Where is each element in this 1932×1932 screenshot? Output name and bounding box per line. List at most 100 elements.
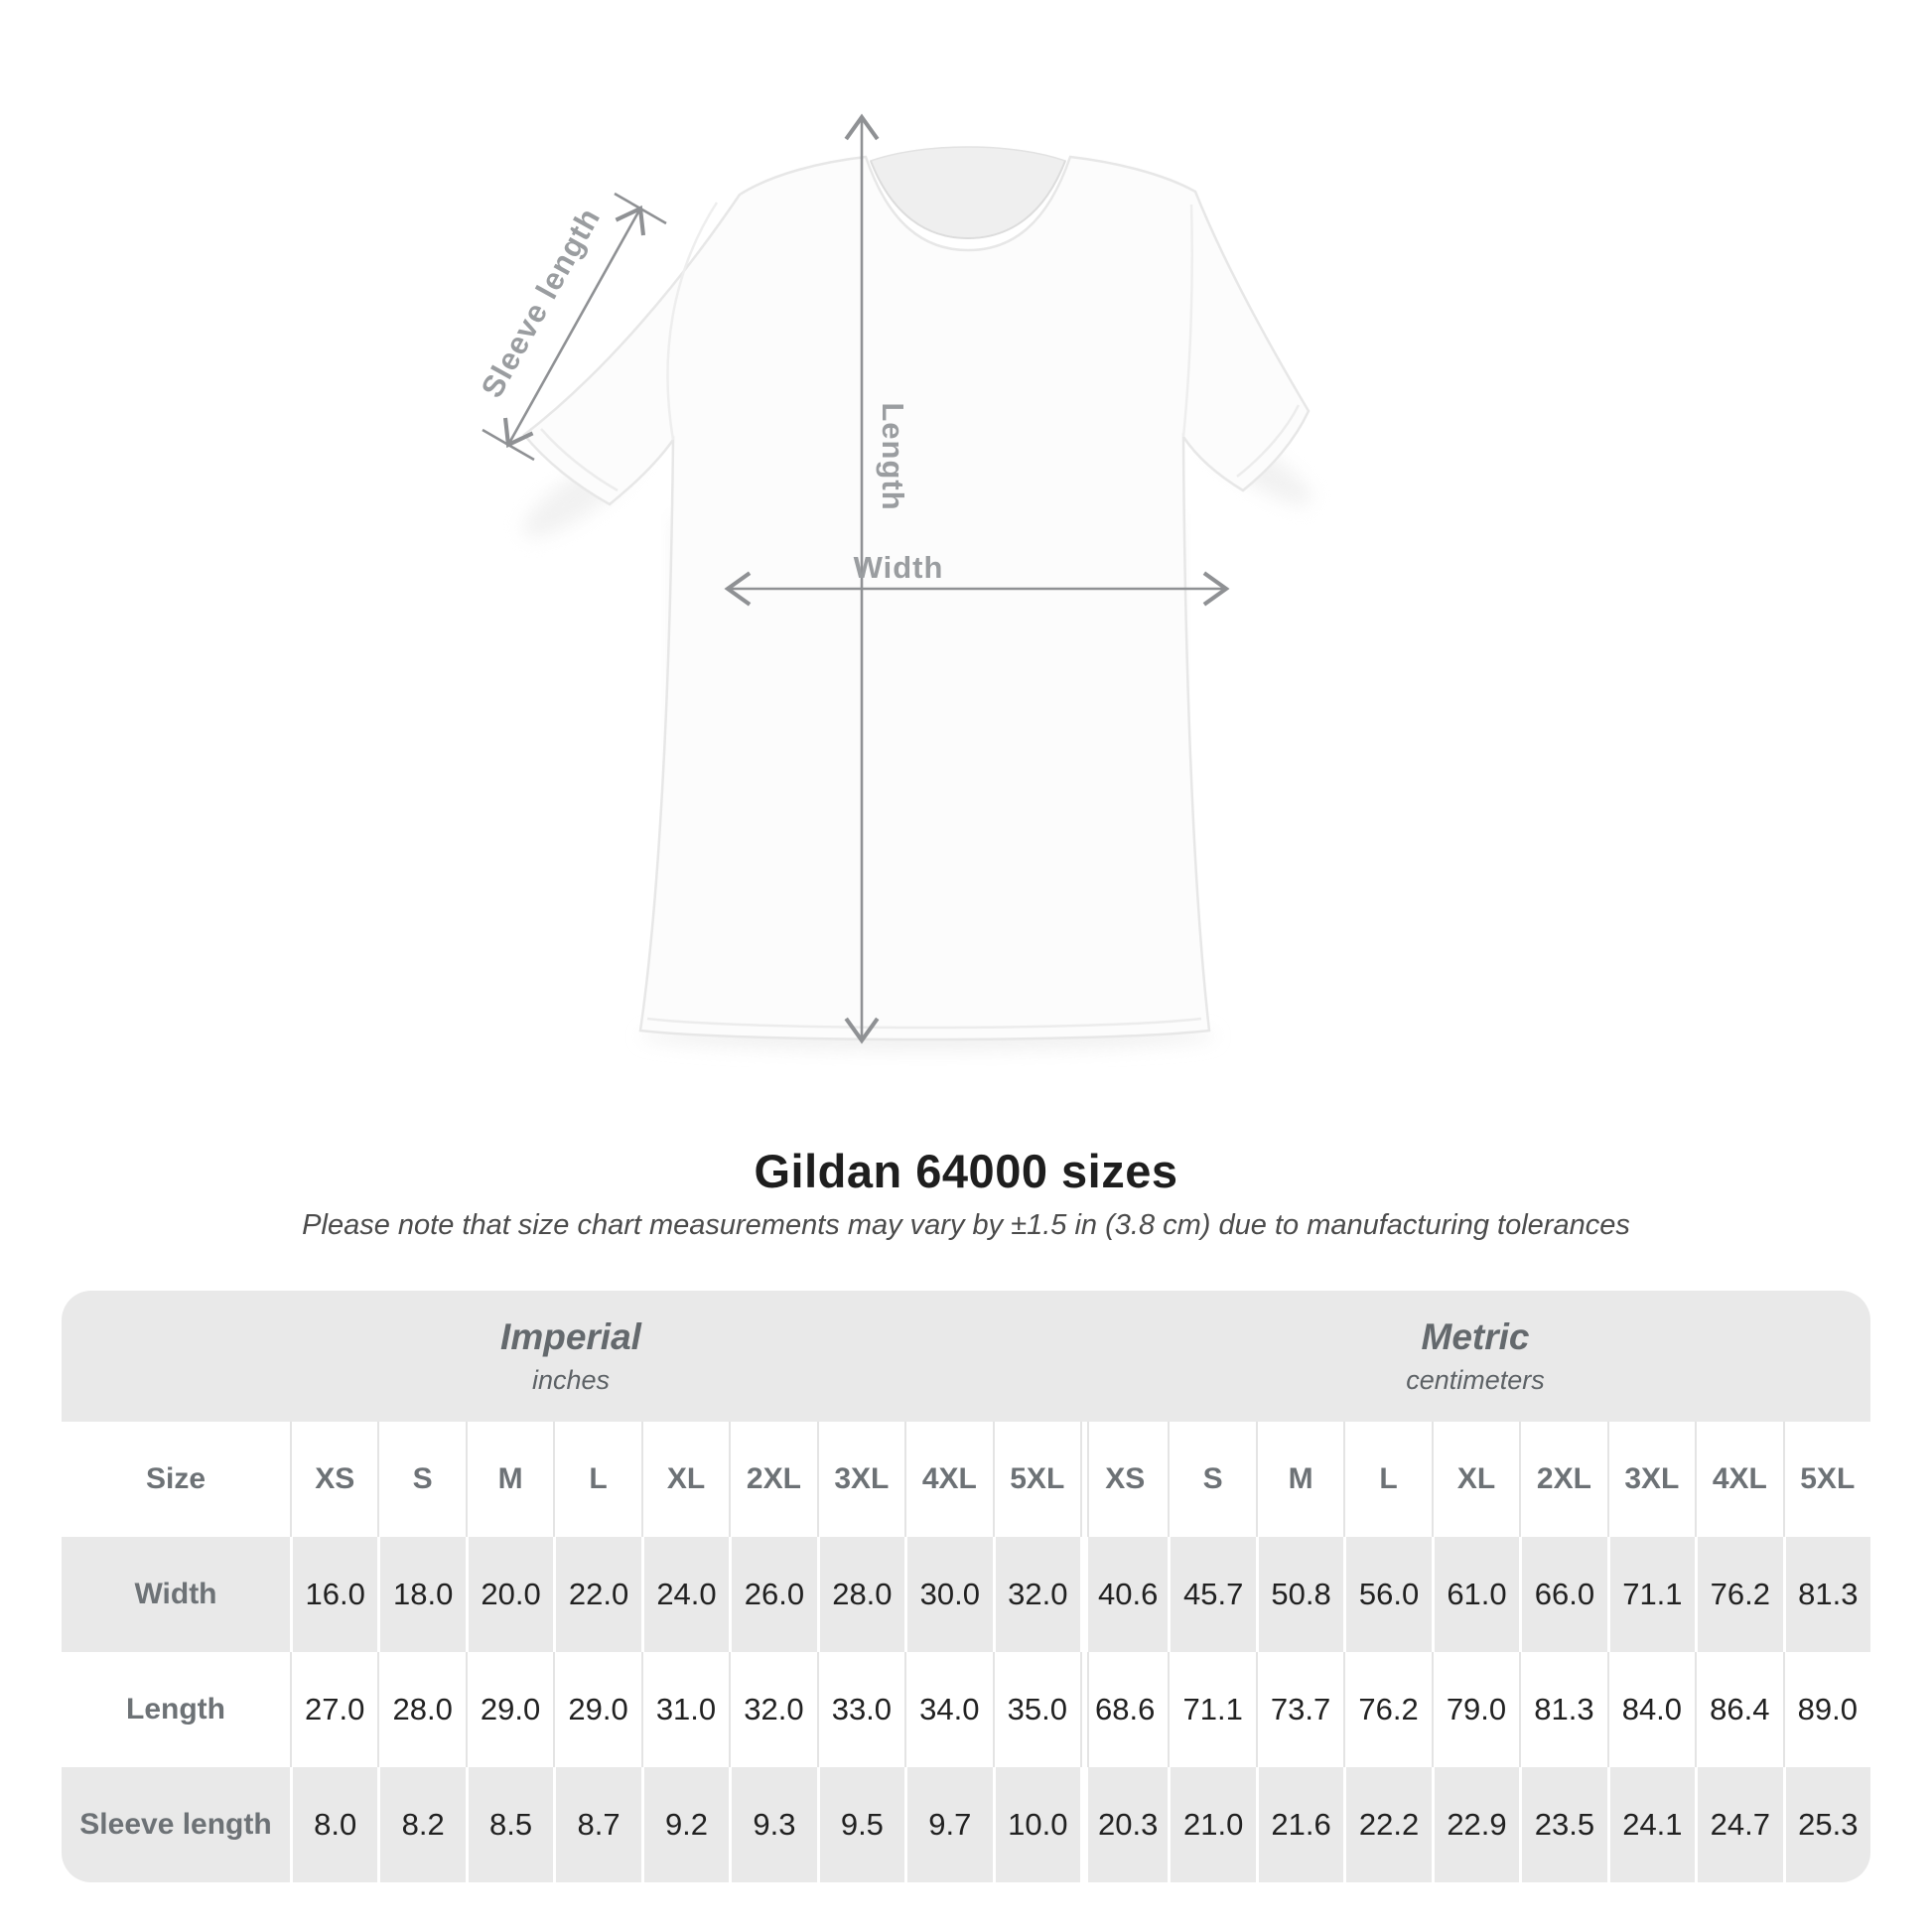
size-col-header: 2XL	[729, 1422, 816, 1537]
measurement-arrows	[482, 113, 1230, 1044]
unit-group-band: Imperial inches Metric centimeters	[62, 1291, 1870, 1422]
page-subtitle: Please note that size chart measurements…	[302, 1209, 1630, 1241]
size-col-header: S	[1168, 1422, 1255, 1537]
sleeve-length-arrow	[502, 205, 646, 449]
size-table: Imperial inches Metric centimeters Size …	[62, 1291, 1870, 1882]
metric-unit-label: centimeters	[1406, 1365, 1545, 1395]
table-cell: 61.0	[1431, 1537, 1519, 1652]
table-cell: 35.0	[992, 1652, 1080, 1767]
table-cell: 26.0	[729, 1537, 816, 1652]
table-cell: 24.7	[1695, 1767, 1782, 1882]
table-cell: 81.3	[1519, 1652, 1606, 1767]
size-col-header: 5XL	[1782, 1422, 1870, 1537]
imperial-label: Imperial	[500, 1316, 641, 1357]
table-cell: 21.6	[1255, 1767, 1343, 1882]
table-row-sleeve-length: Sleeve length 8.0 8.2 8.5 8.7 9.2 9.3 9.…	[62, 1767, 1870, 1882]
size-col-header: M	[1255, 1422, 1343, 1537]
table-cell: 79.0	[1431, 1652, 1519, 1767]
table-cell: 40.6	[1079, 1537, 1168, 1652]
table-cell: 8.2	[377, 1767, 465, 1882]
table-cell: 30.0	[904, 1537, 992, 1652]
size-col-header: M	[465, 1422, 553, 1537]
table-cell: 73.7	[1255, 1652, 1343, 1767]
table-cell: 68.6	[1079, 1652, 1168, 1767]
table-cell: 9.7	[904, 1767, 992, 1882]
table-cell: 34.0	[904, 1652, 992, 1767]
table-cell: 9.5	[816, 1767, 904, 1882]
size-col-header: XS	[290, 1422, 377, 1537]
sleeve-arrow-end-tick	[614, 192, 667, 225]
table-cell: 76.2	[1343, 1652, 1431, 1767]
table-cell: 28.0	[816, 1537, 904, 1652]
table-cell: 25.3	[1782, 1767, 1870, 1882]
size-corner-header: Size	[145, 1462, 207, 1495]
table-cell: 27.0	[290, 1652, 377, 1767]
table-cell: 8.7	[553, 1767, 640, 1882]
tshirt-illustration	[482, 113, 1311, 1050]
table-cell: 50.8	[1255, 1537, 1343, 1652]
table-cell: 31.0	[640, 1652, 729, 1767]
table-row-length: Length 27.0 28.0 29.0 29.0 31.0 32.0 33.…	[62, 1652, 1870, 1767]
row-label: Width	[134, 1578, 217, 1610]
size-col-header: 5XL	[992, 1422, 1080, 1537]
size-col-header: 2XL	[1519, 1422, 1606, 1537]
metric-group-header: Metric centimeters	[1080, 1291, 1870, 1422]
table-cell: 56.0	[1343, 1537, 1431, 1652]
length-dimension-label: Length	[876, 402, 910, 511]
size-col-header: S	[377, 1422, 465, 1537]
table-cell: 89.0	[1782, 1652, 1870, 1767]
table-cell: 8.0	[290, 1767, 377, 1882]
table-cell: 66.0	[1519, 1537, 1606, 1652]
table-cell: 22.2	[1343, 1767, 1431, 1882]
tshirt-measurement-diagram: Sleeve length Length Width	[475, 113, 1311, 1050]
table-cell: 22.9	[1431, 1767, 1519, 1882]
table-cell: 24.1	[1606, 1767, 1695, 1882]
row-label: Sleeve length	[79, 1808, 272, 1841]
size-col-header: L	[1343, 1422, 1431, 1537]
width-dimension-label: Width	[853, 550, 944, 585]
table-cell: 32.0	[729, 1652, 816, 1767]
table-cell: 29.0	[553, 1652, 640, 1767]
table-cell: 76.2	[1695, 1537, 1782, 1652]
table-cell: 28.0	[377, 1652, 465, 1767]
table-cell: 18.0	[377, 1537, 465, 1652]
imperial-group-header: Imperial inches	[62, 1291, 1080, 1422]
table-cell: 23.5	[1519, 1767, 1606, 1882]
size-col-header: 3XL	[816, 1422, 904, 1537]
table-cell: 32.0	[992, 1537, 1080, 1652]
size-col-header: XL	[640, 1422, 729, 1537]
size-col-header: 4XL	[904, 1422, 992, 1537]
metric-label: Metric	[1421, 1316, 1530, 1357]
imperial-unit-label: inches	[531, 1365, 611, 1395]
table-cell: 84.0	[1606, 1652, 1695, 1767]
table-cell: 9.2	[640, 1767, 729, 1882]
table-cell: 71.1	[1606, 1537, 1695, 1652]
table-cell: 71.1	[1168, 1652, 1255, 1767]
table-cell: 21.0	[1168, 1767, 1255, 1882]
tshirt-body	[522, 146, 1311, 1041]
table-cell: 33.0	[816, 1652, 904, 1767]
size-col-header: XS	[1079, 1422, 1168, 1537]
table-cell: 86.4	[1695, 1652, 1782, 1767]
table-cell: 20.3	[1079, 1767, 1168, 1882]
table-cell: 8.5	[465, 1767, 553, 1882]
size-col-header: 3XL	[1606, 1422, 1695, 1537]
table-cell: 16.0	[290, 1537, 377, 1652]
page-title: Gildan 64000 sizes	[754, 1145, 1178, 1197]
table-cell: 81.3	[1782, 1537, 1870, 1652]
row-label: Length	[126, 1693, 225, 1725]
table-cell: 10.0	[992, 1767, 1080, 1882]
table-cell: 20.0	[465, 1537, 553, 1652]
size-header-row: Size XS S M L XL 2XL 3XL 4XL 5XL XS S M …	[62, 1422, 1870, 1537]
table-cell: 29.0	[465, 1652, 553, 1767]
table-cell: 9.3	[729, 1767, 816, 1882]
table-row-width: Width 16.0 18.0 20.0 22.0 24.0 26.0 28.0…	[62, 1537, 1870, 1652]
size-col-header: L	[553, 1422, 640, 1537]
table-cell: 22.0	[553, 1537, 640, 1652]
size-col-header: XL	[1431, 1422, 1519, 1537]
table-cell: 45.7	[1168, 1537, 1255, 1652]
size-col-header: 4XL	[1695, 1422, 1782, 1537]
sleeve-arrow-end-tick	[482, 428, 535, 462]
table-cell: 24.0	[640, 1537, 729, 1652]
